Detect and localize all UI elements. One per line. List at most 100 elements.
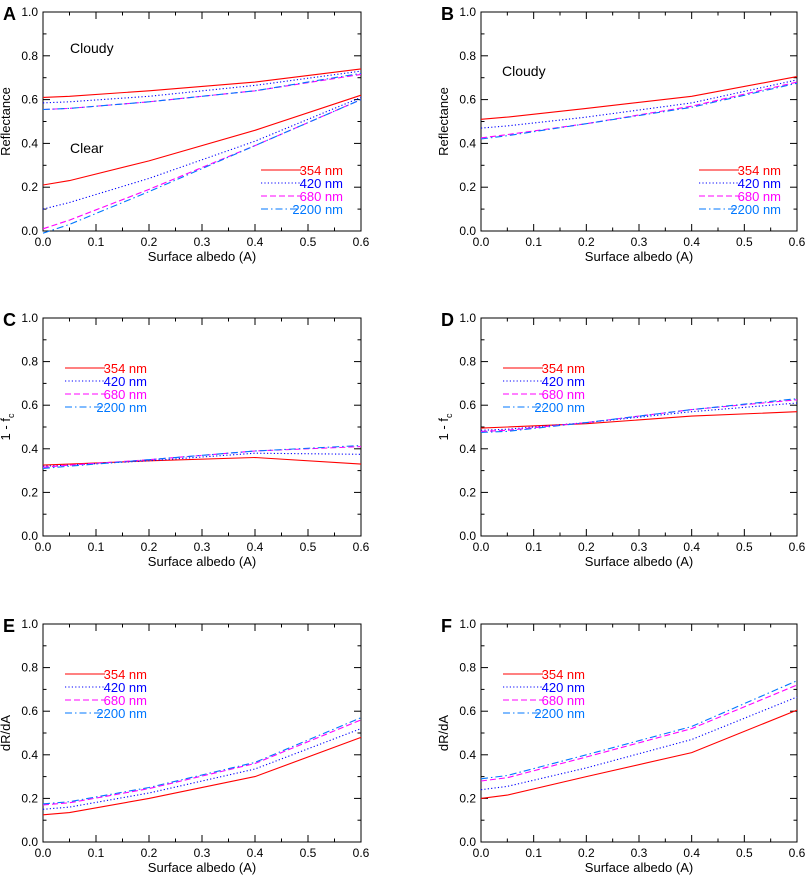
panel-a: A 0.0 0.1 0.2 0.3 0.4 0.5 0.6 0.0 0.2 0.4 0.6 0.8 1.0…: [0, 4, 370, 264]
y-tick-label: 0.2: [21, 485, 38, 499]
x-tick-label: 0.6: [353, 235, 370, 249]
y-tick-label: 0.4: [21, 748, 38, 762]
y-tick-label: 0.6: [459, 704, 476, 718]
x-tick-label: 0.0: [473, 846, 490, 860]
y-tick-label: 0.0: [21, 529, 38, 543]
y-tick-label: 0.6: [21, 704, 38, 718]
x-axis-label: Surface albedo (A): [148, 860, 256, 875]
y-tick-label: 1.0: [21, 5, 38, 19]
legend-label: 680 nm: [300, 189, 343, 204]
y-tick-label: 0.4: [459, 136, 476, 150]
panel-label: A: [3, 4, 16, 24]
legend-label: 420 nm: [104, 374, 147, 389]
x-tick-label: 0.1: [88, 540, 105, 554]
series-line-420-nm: [42, 452, 362, 467]
x-tick-label: 0.1: [525, 846, 542, 860]
y-tick-label: 0.6: [459, 93, 476, 107]
x-tick-label: 0.4: [247, 235, 264, 249]
x-tick-label: 0.2: [578, 235, 595, 249]
y-axis-label: 1 - fc: [436, 413, 454, 440]
y-tick-label: 0.4: [21, 136, 38, 150]
panel-d: D 0.0 0.1 0.2 0.3 0.4 0.5 0.6 0.0 0.2 0.4 0.6 0.8 1.0…: [436, 310, 806, 569]
annotation-cloudy: Cloudy: [502, 63, 546, 79]
panel-label: D: [441, 310, 454, 330]
y-tick-label: 0.2: [459, 485, 476, 499]
x-tick-label: 0.2: [141, 540, 158, 554]
legend-label: 420 nm: [104, 680, 147, 695]
series-line-680-nm: [480, 684, 798, 782]
series-line-680-nm: [480, 81, 798, 139]
legend-label: 354 nm: [738, 163, 781, 178]
series-line-354-nm: [480, 76, 798, 120]
panel-label: B: [441, 4, 454, 24]
x-tick-label: 0.3: [194, 846, 211, 860]
series-line-2200-nm: [42, 99, 362, 234]
legend-label: 680 nm: [542, 693, 585, 708]
panel-c: C 0.0 0.1 0.2 0.3 0.4 0.5 0.6 0.0 0.2 0.4 0.6 0.8 1.0…: [0, 310, 370, 569]
legend-label: 680 nm: [738, 189, 781, 204]
x-tick-label: 0.5: [736, 846, 753, 860]
y-axis-label: 1 - fc: [0, 413, 16, 440]
x-tick-label: 0.0: [35, 235, 52, 249]
plot-frame: [42, 317, 362, 537]
x-tick-label: 0.5: [736, 540, 753, 554]
y-tick-label: 1.0: [459, 311, 476, 325]
x-tick-label: 0.5: [736, 235, 753, 249]
legend-label: 420 nm: [738, 176, 781, 191]
legend-label: 420 nm: [300, 176, 343, 191]
x-tick-label: 0.6: [789, 846, 806, 860]
series-line-420-nm: [42, 70, 362, 104]
y-tick-label: 0.6: [459, 398, 476, 412]
y-tick-label: 0.2: [459, 180, 476, 194]
x-tick-label: 0.1: [525, 235, 542, 249]
legend-label: 354 nm: [542, 361, 585, 376]
x-tick-label: 0.1: [525, 540, 542, 554]
series-line-2200-nm: [42, 72, 362, 111]
y-tick-label: 0.4: [459, 442, 476, 456]
series-line-354-nm: [480, 411, 798, 429]
y-tick-label: 0.6: [21, 398, 38, 412]
x-tick-label: 0.5: [300, 235, 317, 249]
legend-label: 2200 nm: [534, 400, 585, 415]
series-line-2200-nm: [480, 398, 798, 433]
y-tick-label: 0.8: [459, 355, 476, 369]
y-axis-label: Reflectance: [436, 87, 451, 156]
series-line-354-nm: [42, 68, 362, 98]
series-line-420-nm: [480, 696, 798, 791]
x-tick-label: 0.2: [141, 846, 158, 860]
panel-f: F 0.0 0.1 0.2 0.3 0.4 0.5 0.6 0.0 0.2 0.4 0.6 0.8 1.0…: [436, 616, 806, 875]
annotation-clear: Clear: [70, 140, 104, 156]
x-tick-label: 0.6: [353, 540, 370, 554]
x-tick-label: 0.2: [578, 846, 595, 860]
panel-label: F: [441, 616, 452, 636]
x-tick-label: 0.3: [631, 540, 648, 554]
plot-frame: [480, 623, 798, 843]
series-line-420-nm: [42, 728, 362, 810]
x-tick-label: 0.6: [789, 540, 806, 554]
legend-label: 2200 nm: [96, 400, 147, 415]
y-tick-label: 0.2: [21, 180, 38, 194]
legend-label: 680 nm: [104, 387, 147, 402]
x-tick-label: 0.5: [300, 540, 317, 554]
legend-label: 2200 nm: [730, 202, 781, 217]
legend-label: 420 nm: [542, 374, 585, 389]
y-tick-label: 0.8: [459, 661, 476, 675]
legend-label: 420 nm: [542, 680, 585, 695]
legend-label: 354 nm: [104, 361, 147, 376]
y-tick-label: 0.8: [21, 355, 38, 369]
y-axis-label: dR/dA: [436, 715, 451, 751]
y-tick-label: 0.0: [459, 224, 476, 238]
plot-frame: [480, 317, 798, 537]
legend-label: 354 nm: [300, 163, 343, 178]
legend-label: 2200 nm: [292, 202, 343, 217]
x-axis-label: Surface albedo (A): [148, 554, 256, 569]
legend-label: 354 nm: [542, 667, 585, 682]
x-tick-label: 0.1: [88, 235, 105, 249]
legend-label: 680 nm: [542, 387, 585, 402]
series-line-680-nm: [42, 73, 362, 111]
x-tick-label: 0.4: [247, 540, 264, 554]
y-tick-label: 0.2: [459, 791, 476, 805]
x-tick-label: 0.6: [353, 846, 370, 860]
x-tick-label: 0.3: [631, 235, 648, 249]
series-line-420-nm: [480, 79, 798, 129]
